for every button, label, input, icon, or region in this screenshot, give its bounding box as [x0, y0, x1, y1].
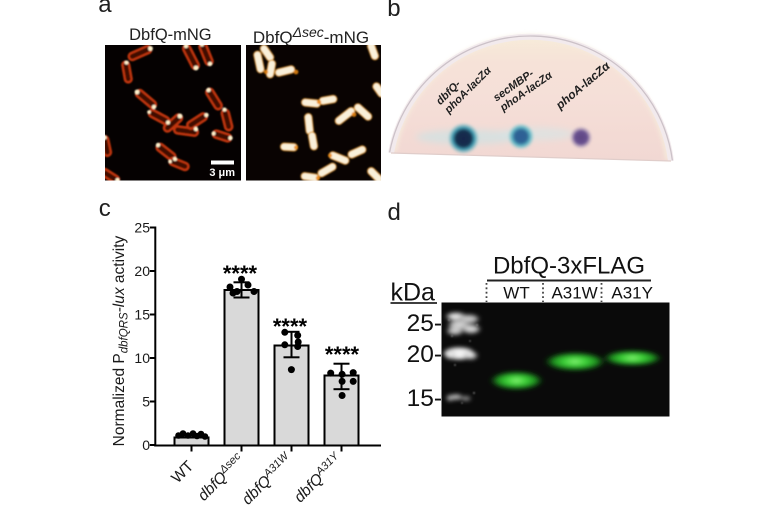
svg-text:dbfQA31W: dbfQA31W — [238, 449, 297, 508]
svg-text:10: 10 — [134, 350, 150, 366]
svg-text:kDa: kDa — [391, 278, 436, 306]
svg-text:DbfQ-3xFLAG: DbfQ-3xFLAG — [493, 253, 645, 280]
svg-text:WT: WT — [503, 284, 529, 303]
svg-text:25-: 25- — [407, 310, 442, 337]
svg-text:A31Y: A31Y — [611, 284, 653, 303]
svg-text:25: 25 — [134, 220, 150, 236]
svg-text:20: 20 — [134, 263, 150, 279]
svg-text:****: **** — [273, 314, 308, 339]
svg-text:5: 5 — [142, 394, 150, 410]
svg-text:0: 0 — [142, 437, 150, 453]
svg-text:15-: 15- — [407, 385, 442, 412]
svg-text:A31W: A31W — [551, 284, 597, 303]
svg-text:20-: 20- — [407, 341, 442, 368]
svg-text:WT: WT — [168, 457, 197, 486]
svg-text:****: **** — [325, 342, 360, 367]
svg-text:Normalized PdbfQRS-lux activit: Normalized PdbfQRS-lux activity — [111, 235, 131, 446]
svg-text:15: 15 — [134, 307, 150, 323]
svg-text:3 μm: 3 μm — [209, 167, 235, 179]
svg-text:dbfQA31Y: dbfQA31Y — [290, 450, 346, 506]
svg-text:****: **** — [223, 261, 258, 286]
